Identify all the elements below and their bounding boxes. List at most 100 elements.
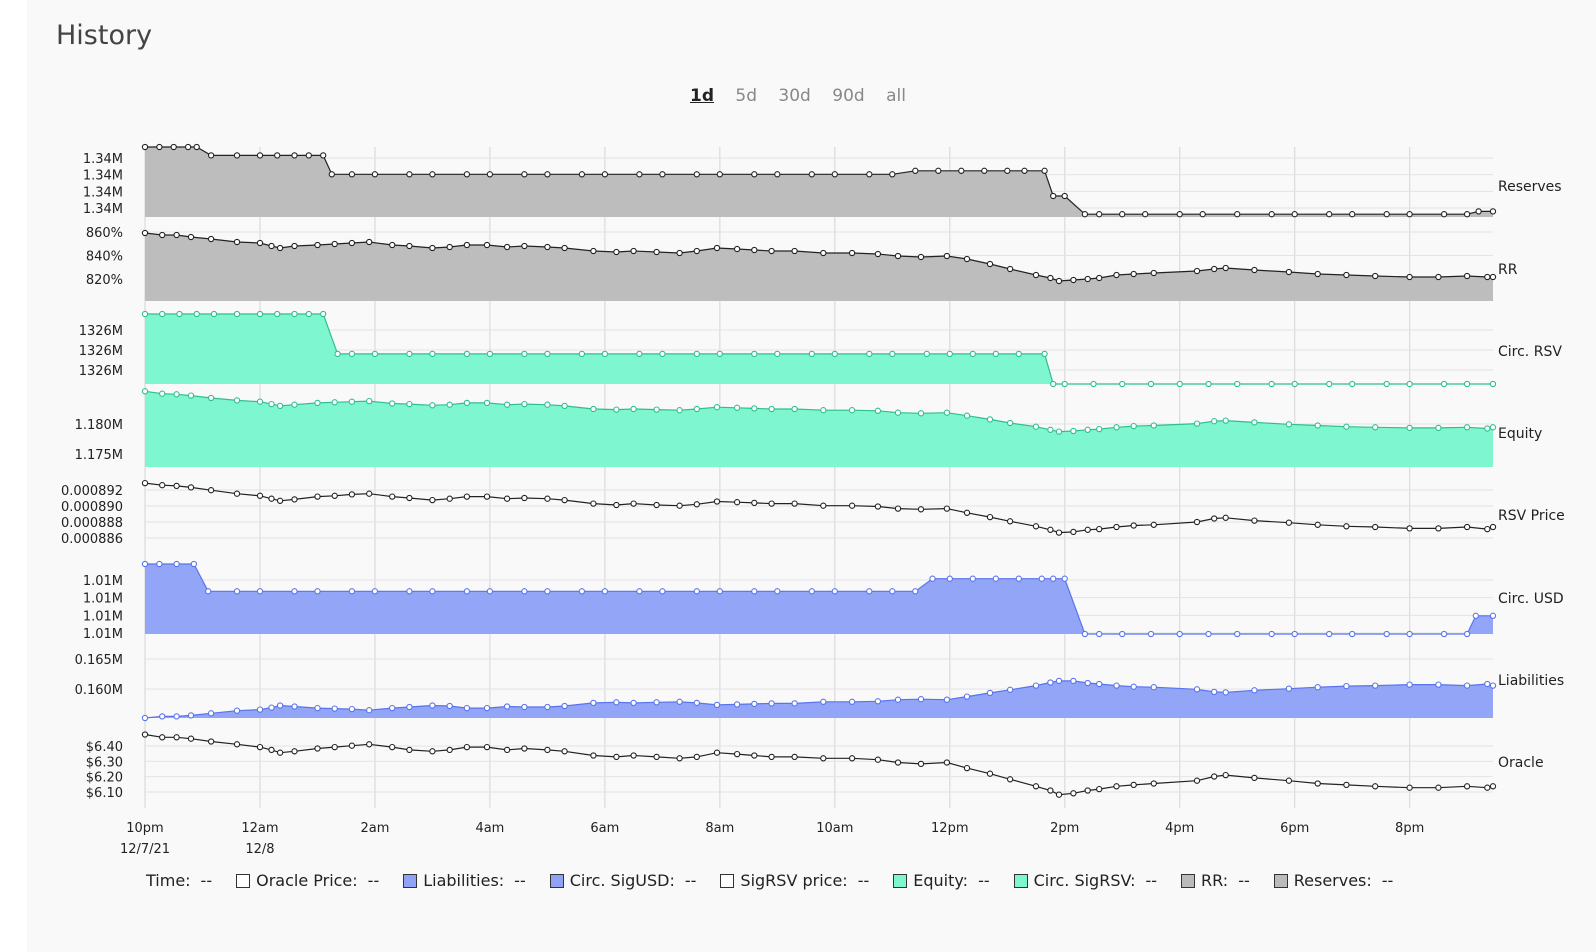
legend-value: -- — [684, 871, 697, 890]
data-point — [791, 247, 798, 255]
data-point — [1211, 515, 1218, 522]
range-tab-5d[interactable]: 5d — [735, 86, 758, 106]
data-point — [483, 399, 491, 407]
x-tick-label: 8am — [705, 821, 734, 836]
data-point — [1343, 423, 1350, 430]
data-point — [544, 243, 551, 251]
data-point — [1372, 424, 1379, 431]
panel-label-circ-rsv: Circ. RSV — [1498, 344, 1562, 360]
data-point — [1084, 275, 1091, 283]
data-point — [276, 749, 284, 756]
data-point — [1147, 380, 1155, 388]
data-point — [331, 705, 338, 712]
data-point — [1084, 679, 1091, 687]
data-point — [521, 171, 528, 178]
chart-legend: Time: -- Oracle Price: -- Liabilities: -… — [146, 871, 1417, 890]
range-tab-all[interactable]: all — [886, 86, 906, 106]
data-point — [774, 171, 781, 178]
data-point — [314, 493, 321, 500]
data-point — [429, 748, 436, 755]
data-point — [733, 701, 741, 708]
data-point — [923, 350, 930, 358]
data-point — [774, 350, 781, 358]
data-point — [348, 742, 356, 749]
range-tab-1d[interactable]: 1d — [690, 86, 714, 106]
data-point — [653, 501, 660, 509]
data-point — [159, 310, 166, 318]
legend-circ-sigusd[interactable]: Circ. SigUSD: -- — [549, 871, 697, 890]
data-point — [1349, 380, 1356, 388]
data-point — [256, 743, 264, 751]
data-point — [1070, 276, 1077, 284]
data-point — [653, 248, 660, 256]
data-point — [1343, 271, 1350, 279]
panel-label-liabilities: Liabilities — [1498, 673, 1564, 689]
data-point — [1463, 272, 1471, 280]
history-chart[interactable]: 1.34M1.34M1.34M1.34MReserves860%840%820%… — [0, 0, 1596, 870]
data-point — [630, 405, 637, 413]
data-point — [943, 759, 951, 766]
data-point — [187, 712, 195, 719]
data-point — [768, 500, 775, 507]
data-point — [874, 407, 882, 414]
data-point — [1222, 417, 1229, 424]
data-point — [1055, 791, 1063, 798]
range-tab-90d[interactable]: 90d — [832, 86, 865, 106]
x-tick-label: 6pm — [1280, 821, 1309, 836]
legend-reserves[interactable]: Reserves: -- — [1273, 871, 1393, 890]
data-point — [946, 350, 953, 358]
data-point — [276, 497, 284, 504]
data-point — [1251, 419, 1258, 426]
data-point — [894, 505, 902, 512]
data-point — [463, 399, 471, 407]
data-point — [233, 397, 241, 404]
data-point — [521, 745, 528, 752]
data-point — [1463, 424, 1471, 431]
y-tick-label: 840% — [86, 250, 123, 265]
data-point — [1211, 773, 1218, 780]
legend-equity[interactable]: Equity: -- — [893, 871, 990, 890]
data-point — [693, 405, 700, 413]
data-point — [173, 482, 180, 490]
data-point — [889, 171, 896, 178]
range-tab-30d[interactable]: 30d — [778, 86, 811, 106]
data-point — [561, 244, 568, 252]
legend-circ-sigrsv[interactable]: Circ. SigRSV: -- — [1013, 871, 1157, 890]
data-point — [291, 496, 298, 503]
series-area-circ-usd — [145, 564, 1493, 634]
x-tick-sublabel: 12/8 — [245, 842, 274, 857]
data-point — [1050, 192, 1057, 200]
legend-rr[interactable]: RR: -- — [1181, 871, 1250, 890]
data-point — [969, 575, 976, 582]
data-point — [348, 705, 356, 713]
data-point — [943, 409, 951, 416]
data-point — [207, 710, 215, 717]
data-point — [184, 143, 192, 151]
legend-label: Liabilities: — [423, 871, 505, 890]
legend-swatch — [893, 873, 908, 888]
data-point — [320, 310, 327, 318]
data-point — [1021, 167, 1028, 174]
legend-liabilities[interactable]: Liabilities: -- — [403, 871, 526, 890]
data-point — [429, 350, 436, 358]
data-point — [1055, 677, 1063, 685]
data-point — [848, 698, 856, 705]
data-point — [590, 247, 597, 255]
data-point — [371, 588, 379, 595]
data-point — [1081, 630, 1089, 638]
legend-oracle-price[interactable]: Oracle Price: -- — [236, 871, 379, 890]
data-point — [1383, 380, 1390, 388]
x-tick-label: 10am — [816, 821, 853, 836]
data-point — [1314, 422, 1321, 429]
y-tick-label: 820% — [86, 273, 123, 288]
data-point — [521, 703, 528, 711]
data-point — [716, 171, 723, 178]
data-point — [406, 400, 413, 408]
data-point — [159, 713, 166, 720]
data-point — [1119, 211, 1126, 218]
y-tick-label: 0.000892 — [61, 484, 123, 499]
legend-sigrsv-price[interactable]: SigRSV price: -- — [720, 871, 869, 890]
data-point — [1343, 682, 1350, 690]
data-point — [1222, 264, 1229, 272]
data-point — [207, 394, 215, 402]
